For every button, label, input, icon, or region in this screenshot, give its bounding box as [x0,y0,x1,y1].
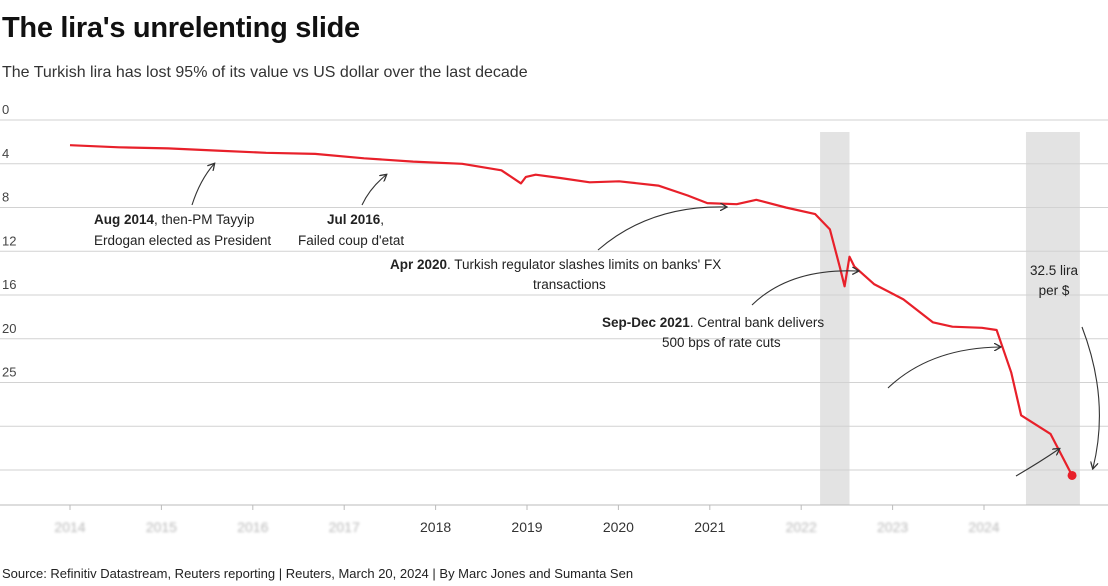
arrow-apr2020 [597,207,726,251]
annotation-jul2016-line2: Failed coup d'etat [298,233,404,248]
y-tick-label: 0 [2,102,9,117]
y-tick-label: 16 [2,277,16,292]
x-tick-label: 2024 [968,519,999,535]
x-tick-label: 2022 [786,519,817,535]
y-tick-label: 12 [2,233,16,248]
source-note: Source: Refinitiv Datastream, Reuters re… [2,566,634,581]
x-tick-label: 2023 [877,519,908,535]
arrow-sepdec2021-b [887,347,1000,389]
arrow-end-point [1081,326,1100,468]
series-line [69,144,1074,477]
arrow-sepdec2021 [751,271,858,306]
y-axis-ticks: 0 4 8 12 16 20 25 [2,102,16,380]
annotation-sepdec2021-line2: 500 bps of rate cuts [662,335,781,350]
annotation-aug2014: Aug 2014, then-PM Tayyip [94,212,254,227]
x-tick-label: 2018 [420,519,451,535]
y-tick-label: 8 [2,190,9,205]
x-tick-label: 2015 [146,519,177,535]
annotation-jul2016: Jul 2016, [327,212,384,227]
shaded-periods [820,132,1080,505]
annotation-sepdec2021: Sep-Dec 2021. Central bank delivers [602,315,824,330]
x-tick-label: 2014 [54,519,85,535]
chart-title: The lira's unrelenting slide [2,12,360,44]
end-point-marker [1067,470,1077,480]
annotation-arrows [191,164,1100,477]
y-tick-label: 25 [2,365,16,380]
arrow-aug2014 [191,164,214,206]
shaded-period-0 [820,132,850,505]
x-tick-label: 2019 [511,519,542,535]
gridlines [0,119,1108,506]
y-tick-label: 4 [2,146,9,161]
annotation-end-value: 32.5 lira [1030,263,1079,278]
y-tick-label: 20 [2,321,16,336]
x-tick-label: 2016 [237,519,268,535]
line-chart: 0 4 8 12 16 20 25 2014 2015 2016 2017 2018 2019 2020… [0,102,1108,535]
arrow-jul2016 [361,175,386,206]
annotation-apr2020: Apr 2020. Turkish regulator slashes limi… [390,257,721,272]
shaded-period-1 [1025,132,1080,505]
annotation-apr2020-line2: transactions [533,277,606,292]
x-tick-label: 2021 [694,519,725,535]
chart-subtitle: The Turkish lira has lost 95% of its val… [2,64,528,81]
arrow-end [1015,449,1059,477]
annotation-aug2014-line2: Erdogan elected as President [94,233,271,248]
x-tick-label: 2020 [603,519,634,535]
x-tick-label: 2017 [329,519,360,535]
annotation-end-value-line2: per $ [1039,283,1070,298]
x-axis-ticks: 2014 2015 2016 2017 2018 2019 2020 2021 2022 2023… [54,505,1000,535]
